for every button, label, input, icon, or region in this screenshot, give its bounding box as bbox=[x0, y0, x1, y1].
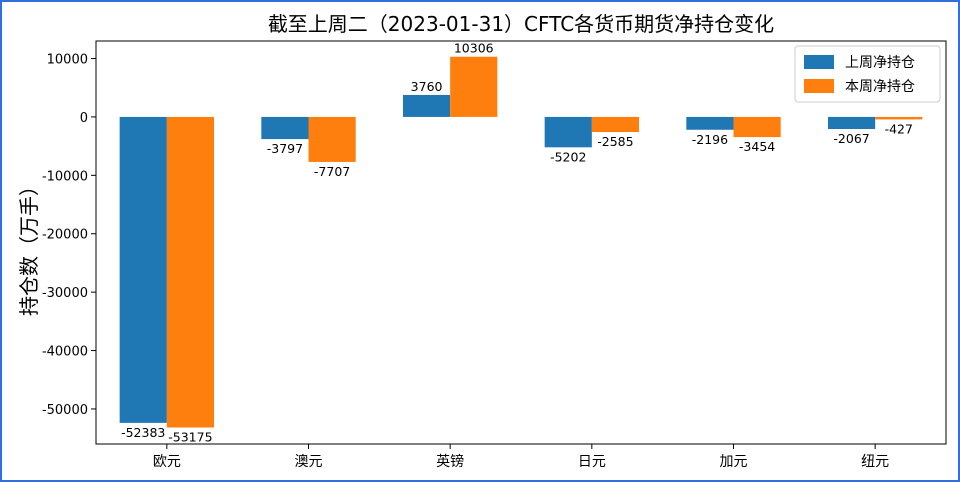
bar-last-week-4 bbox=[686, 116, 734, 130]
bar-this-week-2 bbox=[450, 56, 498, 117]
y-tick-label: -40000 bbox=[42, 345, 88, 360]
legend-label: 本周净持仓 bbox=[845, 79, 915, 95]
data-label: 3760 bbox=[411, 79, 443, 94]
data-label: -52383 bbox=[121, 425, 165, 440]
legend-swatch bbox=[804, 55, 834, 69]
bar-this-week-3 bbox=[591, 116, 640, 133]
data-label: -7707 bbox=[314, 164, 350, 179]
data-label: -2067 bbox=[833, 131, 869, 146]
data-label: -2585 bbox=[597, 134, 633, 149]
data-label: -53175 bbox=[168, 430, 212, 445]
bar-this-week-1 bbox=[308, 116, 356, 162]
bar-this-week-0 bbox=[166, 116, 215, 428]
data-label: -3454 bbox=[739, 139, 775, 154]
x-tick-label: 加元 bbox=[720, 454, 748, 470]
y-tick-label: -30000 bbox=[42, 286, 88, 301]
bar-last-week-0 bbox=[119, 116, 167, 423]
legend-label: 上周净持仓 bbox=[845, 55, 915, 71]
data-label: 10306 bbox=[454, 41, 494, 56]
bar-last-week-3 bbox=[544, 116, 592, 148]
x-tick-label: 澳元 bbox=[295, 454, 323, 470]
y-tick-label: -50000 bbox=[42, 403, 88, 418]
bar-last-week-1 bbox=[261, 116, 309, 140]
x-tick-label: 日元 bbox=[578, 454, 606, 470]
bar-this-week-5 bbox=[875, 116, 923, 120]
chart-title: 截至上周二（2023-01-31）CFTC各货币期货净持仓变化 bbox=[268, 12, 774, 36]
y-tick-label: 0 bbox=[80, 111, 88, 126]
bar-last-week-5 bbox=[827, 116, 876, 130]
bar-last-week-2 bbox=[402, 94, 451, 117]
y-tick-label: -10000 bbox=[42, 169, 88, 184]
x-tick-label: 英镑 bbox=[436, 453, 464, 470]
data-label: -2196 bbox=[692, 132, 728, 147]
legend-swatch bbox=[804, 79, 834, 93]
bar-this-week-4 bbox=[733, 116, 781, 138]
data-label: -427 bbox=[885, 121, 913, 136]
y-tick-label: -20000 bbox=[42, 228, 88, 243]
x-tick-label: 纽元 bbox=[861, 454, 889, 470]
y-axis-label: 持仓数（万手） bbox=[17, 176, 41, 316]
data-label: -5202 bbox=[550, 149, 586, 164]
data-label: -3797 bbox=[267, 141, 303, 156]
x-tick-label: 欧元 bbox=[153, 454, 181, 470]
plot-border bbox=[95, 40, 947, 445]
y-tick-label: 10000 bbox=[47, 53, 88, 68]
